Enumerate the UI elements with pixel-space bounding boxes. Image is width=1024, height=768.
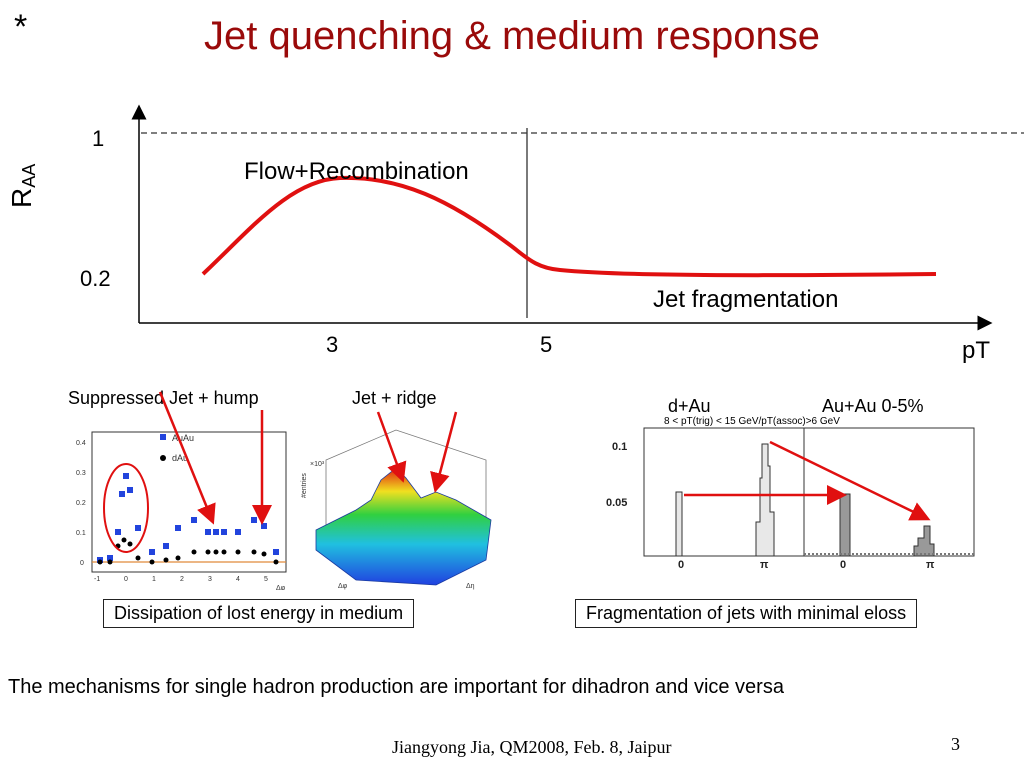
hist-xtick-0-left: 0 — [678, 559, 684, 571]
auau-point — [123, 473, 129, 479]
raa-curve — [201, 175, 937, 278]
surf-ylabel: Δη — [466, 583, 475, 590]
scatter-xlabel: Δφ — [276, 585, 286, 590]
y-tick: 0 — [80, 560, 84, 567]
trigger-condition: 8 < pT(trig) < 15 GeV/pT(assoc)>6 GeV — [664, 416, 840, 427]
auau-point — [107, 555, 113, 561]
surface-plot: #entries ×10³ Δφ Δη — [301, 429, 492, 590]
dau-point — [205, 549, 211, 555]
dau-point — [235, 549, 241, 555]
legend-auau: AuAu — [172, 433, 194, 443]
arrow-hump — [158, 391, 216, 525]
dau-away-peak — [755, 443, 775, 557]
hist-ytick-01: 0.1 — [612, 441, 627, 453]
dau-point — [97, 559, 103, 565]
hist-xtick-pi-left: π — [760, 559, 769, 571]
dau-point — [251, 549, 257, 555]
auau-point — [273, 549, 279, 555]
dau-point — [175, 555, 181, 561]
arrow-ridge-peak — [376, 411, 407, 483]
auau-point — [221, 529, 227, 535]
x-tick: 0 — [124, 576, 128, 583]
dau-near-peak — [675, 491, 683, 557]
dau-label: d+Au — [668, 396, 711, 416]
dau-point — [273, 559, 279, 565]
dau-point — [191, 549, 197, 555]
x-tick: 4 — [236, 576, 240, 583]
slide-title: Jet quenching & medium response — [204, 14, 820, 58]
auau-near-peak — [839, 493, 851, 557]
legend-marker-auau — [160, 434, 166, 440]
raa-chart — [131, 104, 1024, 331]
hist-xtick-pi-right: π — [926, 559, 935, 571]
dissipation-box: Dissipation of lost energy in medium — [103, 599, 415, 628]
histogram-plot: 0.1 0.05 0 π 0 π — [606, 427, 975, 571]
dau-point — [163, 557, 169, 563]
auau-point — [213, 529, 219, 535]
x-tick: 2 — [180, 576, 184, 583]
y-tick: 0.4 — [76, 440, 86, 447]
surf-scale: ×10³ — [310, 461, 325, 468]
y-tick-02: 0.2 — [80, 266, 111, 291]
auau-point — [163, 543, 169, 549]
dau-point — [107, 559, 113, 565]
jet-peak-circle — [103, 463, 149, 553]
surf-zlabel: #entries — [301, 473, 308, 498]
asterisk-mark: * — [14, 8, 28, 46]
x-tick: 1 — [152, 576, 156, 583]
dau-point — [149, 559, 155, 565]
auau-label: Au+Au 0-5% — [822, 396, 924, 416]
auau-point — [119, 491, 125, 497]
y-tick: 0.3 — [76, 470, 86, 477]
hist-ytick-005: 0.05 — [606, 497, 627, 509]
auau-point — [261, 523, 267, 529]
auau-point — [205, 529, 211, 535]
scatter-plot: 0 0.1 0.2 0.3 0.4 -1 0 1 2 3 4 5 Δφ AuAu… — [76, 431, 287, 590]
auau-point — [175, 525, 181, 531]
x-tick: 5 — [264, 576, 268, 583]
page-number: 3 — [951, 734, 960, 754]
dau-point — [213, 549, 219, 555]
x-tick: 3 — [208, 576, 212, 583]
summary-text: The mechanisms for single hadron product… — [8, 676, 784, 698]
legend-marker-dau — [160, 455, 166, 461]
auau-point — [135, 525, 141, 531]
dau-point — [135, 555, 141, 561]
footer-citation: Jiangyong Jia, QM2008, Feb. 8, Jaipur — [392, 737, 672, 757]
dau-point — [127, 541, 133, 547]
x-tick: -1 — [94, 576, 100, 583]
flow-recombination-label: Flow+Recombination — [244, 158, 469, 185]
y-tick-1: 1 — [92, 126, 105, 151]
dau-point — [261, 551, 267, 557]
auau-point — [235, 529, 241, 535]
auau-point — [191, 517, 197, 523]
y-tick: 0.1 — [76, 530, 86, 537]
jet-ridge-label: Jet + ridge — [352, 388, 437, 408]
x-axis-label: pT — [962, 337, 991, 364]
x-tick-3: 3 — [326, 332, 339, 357]
surf-xlabel: Δφ — [338, 583, 348, 590]
legend-dau: dAu — [172, 453, 188, 463]
dau-point — [221, 549, 227, 555]
auau-point — [149, 549, 155, 555]
auau-point — [127, 487, 133, 493]
dau-point — [121, 537, 127, 543]
arrow-away-side — [769, 440, 931, 521]
jet-fragmentation-label: Jet fragmentation — [653, 286, 839, 313]
auau-point — [115, 529, 121, 535]
hist-xtick-0-right: 0 — [840, 559, 846, 571]
y-tick: 0.2 — [76, 500, 86, 507]
x-tick-5: 5 — [540, 332, 553, 357]
fragmentation-box: Fragmentation of jets with minimal eloss — [575, 599, 918, 628]
arrow-ridge — [430, 411, 458, 493]
auau-away-peak — [913, 525, 935, 557]
